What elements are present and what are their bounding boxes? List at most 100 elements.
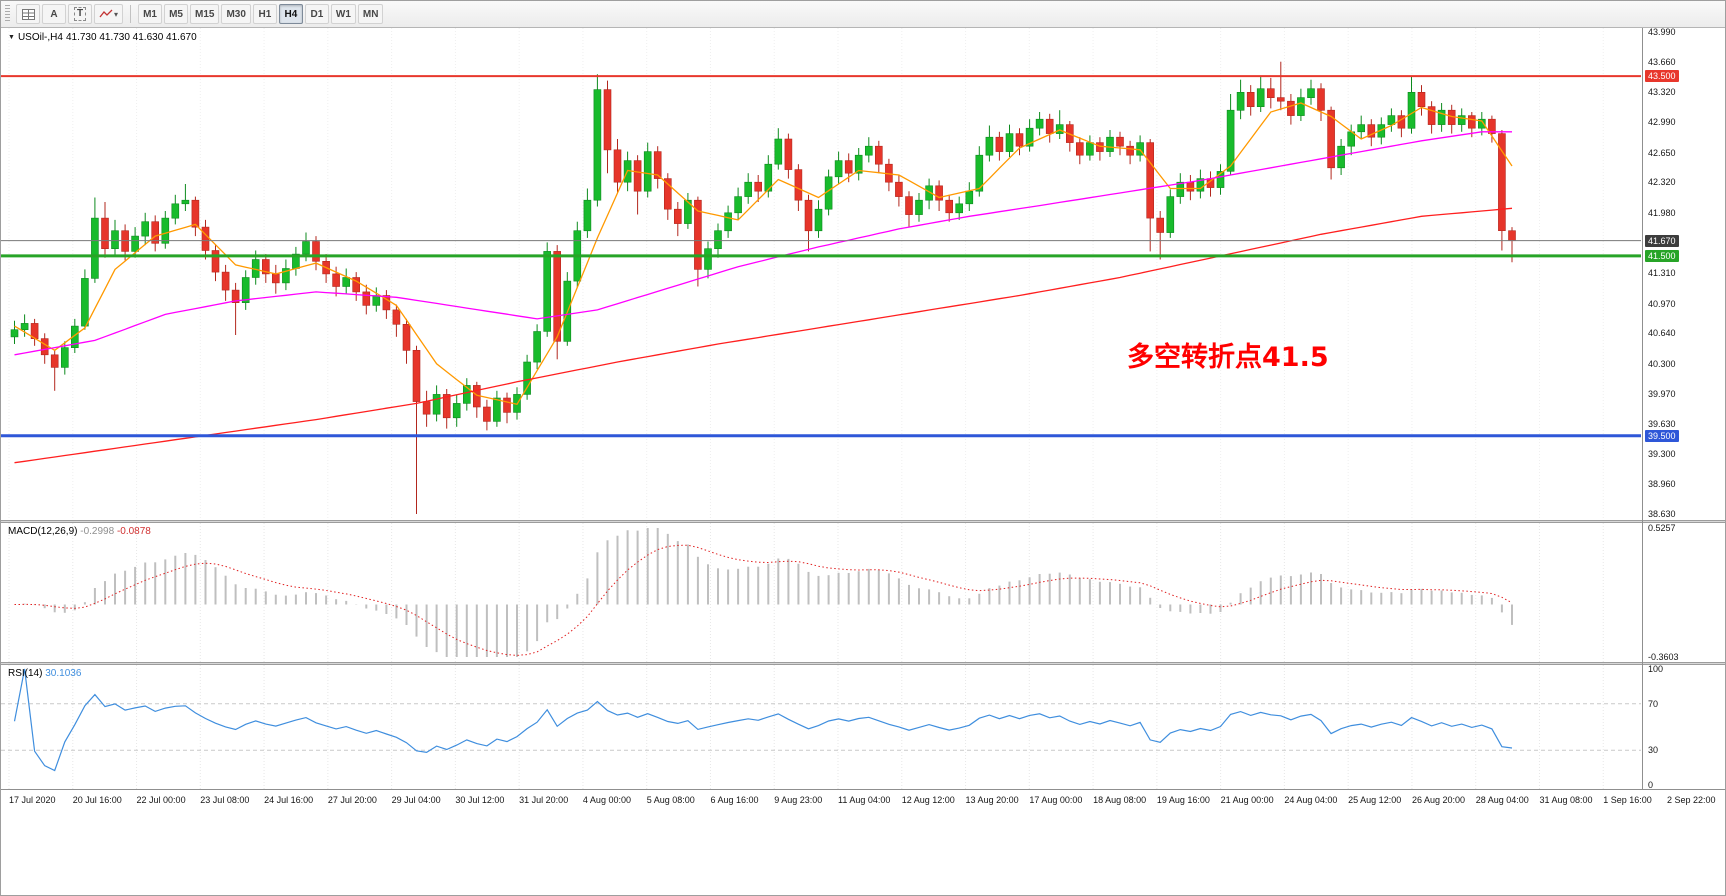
chart-annotation-text[interactable]: 多空转折点41.5 — [1127, 342, 1329, 373]
font-a-button[interactable]: A — [42, 4, 66, 24]
rsi-line — [13, 668, 1513, 772]
time-label: 1 Sep 16:00 — [1603, 795, 1652, 805]
price-tick: 39.630 — [1648, 419, 1676, 430]
vertical-gridlines — [8, 665, 1604, 789]
rsi-tick: 70 — [1648, 698, 1659, 709]
time-label: 24 Aug 04:00 — [1284, 795, 1338, 805]
panel-separator[interactable] — [1, 520, 1725, 523]
price-tick: 42.320 — [1648, 177, 1676, 188]
text-box-button[interactable]: T — [68, 4, 92, 24]
time-label: 2 Sep 22:00 — [1667, 795, 1716, 805]
price-tick: 40.640 — [1648, 328, 1676, 339]
rsi-indicator-label: RSI(14) 30.1036 — [8, 668, 81, 679]
time-label: 11 Aug 04:00 — [838, 795, 891, 805]
price-tick: 43.990 — [1648, 27, 1676, 37]
timeframe-mn-button[interactable]: MN — [357, 4, 384, 24]
price-level-tag: 41.500 — [1645, 249, 1679, 262]
rsi-tick: 0 — [1648, 780, 1654, 790]
macd-histogram — [23, 528, 1513, 657]
price-level-tag: 39.500 — [1645, 429, 1679, 442]
macd-main-value: -0.2998 — [80, 526, 115, 537]
toolbar: A T ▾ M1 M5 M15 M30 H1 H4 D1 W1 MN — [1, 1, 1725, 28]
timeframe-h1-button[interactable]: H1 — [252, 4, 277, 24]
macd-panel[interactable] — [1, 523, 1643, 662]
current-price-tag: 41.670 — [1645, 234, 1679, 247]
price-level-tag: 43.500 — [1645, 70, 1679, 83]
symbol-name: USOil-,H4 — [17, 32, 63, 43]
timeframe-d1-button[interactable]: D1 — [304, 4, 329, 24]
time-label: 24 Jul 16:00 — [264, 795, 314, 805]
time-label: 12 Aug 12:00 — [901, 795, 955, 805]
time-label: 31 Aug 08:00 — [1539, 795, 1593, 805]
price-axis[interactable]: 43.990 43.660 43.320 42.990 42.650 42.320 41.9… — [1643, 27, 1725, 790]
price-tick: 40.300 — [1648, 358, 1676, 369]
rsi-value: 30.1036 — [45, 668, 82, 679]
time-label: 28 Aug 04:00 — [1475, 795, 1529, 805]
vertical-gridlines — [8, 523, 1604, 662]
price-tick: 39.300 — [1648, 448, 1676, 459]
time-axis[interactable]: 17 Jul 2020 20 Jul 16:00 22 Jul 00:00 23 Ju… — [1, 789, 1725, 813]
time-label: 17 Jul 2020 — [9, 795, 56, 805]
timeframe-h4-button[interactable]: H4 — [278, 4, 303, 24]
timeframe-m5-button[interactable]: M5 — [164, 4, 189, 24]
time-label: 20 Jul 16:00 — [72, 795, 122, 805]
polyline-tool-button[interactable]: ▾ — [94, 4, 124, 24]
symbol-ohlc-label: ▼ USOil-,H4 41.730 41.730 41.630 41.670 — [8, 32, 200, 43]
ma-slow-line[interactable] — [14, 207, 1513, 464]
rsi-tick: 100 — [1648, 664, 1664, 674]
price-tick: 43.320 — [1648, 87, 1676, 98]
timeframe-m15-button[interactable]: M15 — [190, 4, 220, 24]
timeframe-m1-button[interactable]: M1 — [138, 4, 163, 24]
price-tick: 43.660 — [1648, 56, 1676, 67]
macd-tick: -0.3603 — [1648, 652, 1679, 662]
time-label: 9 Aug 23:00 — [774, 795, 823, 805]
time-label: 6 Aug 16:00 — [710, 795, 759, 805]
price-tick: 38.630 — [1648, 509, 1676, 519]
collapse-triangle-icon[interactable]: ▼ — [8, 34, 15, 41]
time-label: 31 Jul 20:00 — [519, 795, 569, 805]
ma-fast-line[interactable] — [14, 102, 1513, 406]
price-tick: 42.990 — [1648, 116, 1676, 127]
rsi-name: RSI(14) — [8, 668, 43, 679]
timeframe-w1-button[interactable]: W1 — [330, 4, 356, 24]
timeframe-m30-button[interactable]: M30 — [221, 4, 251, 24]
macd-signal-value: -0.0878 — [116, 526, 151, 537]
candlestick-series — [10, 61, 1516, 514]
time-label: 4 Aug 00:00 — [582, 795, 631, 805]
time-label: 27 Jul 20:00 — [327, 795, 377, 805]
ma-mid-line[interactable] — [14, 131, 1513, 356]
caret-down-icon: ▾ — [114, 9, 119, 19]
rsi-tick: 30 — [1648, 745, 1659, 756]
chart-grid-icon — [21, 8, 35, 20]
price-tick: 39.970 — [1648, 388, 1676, 399]
toolbar-grip[interactable] — [5, 5, 10, 23]
macd-tick: 0.5257 — [1648, 523, 1676, 533]
macd-name: MACD(12,26,9) — [8, 526, 78, 537]
price-tick: 40.970 — [1648, 298, 1676, 309]
polyline-tool-icon — [99, 9, 113, 18]
price-tick: 38.960 — [1648, 479, 1676, 490]
toolbar-separator — [130, 5, 132, 23]
vertical-gridlines — [8, 28, 1604, 520]
text-frame-icon: T — [73, 7, 87, 21]
time-label: 29 Jul 04:00 — [391, 795, 441, 805]
rsi-panel[interactable] — [1, 665, 1643, 789]
chart-grid-button[interactable] — [16, 4, 40, 24]
time-label: 21 Aug 00:00 — [1220, 795, 1274, 805]
price-axis-border — [1642, 28, 1643, 789]
time-label: 13 Aug 20:00 — [965, 795, 1019, 805]
time-label: 18 Aug 08:00 — [1093, 795, 1147, 805]
time-label: 5 Aug 08:00 — [646, 795, 695, 805]
time-label: 26 Aug 20:00 — [1411, 795, 1465, 805]
panel-separator[interactable] — [1, 662, 1725, 665]
macd-signal-line — [14, 544, 1513, 656]
time-label: 19 Aug 16:00 — [1156, 795, 1210, 805]
time-label: 17 Aug 00:00 — [1029, 795, 1083, 805]
ohlc-values: 41.730 41.730 41.630 41.670 — [65, 32, 197, 43]
macd-indicator-label: MACD(12,26,9) -0.2998 -0.0878 — [8, 526, 151, 537]
price-tick: 41.980 — [1648, 207, 1676, 218]
time-label: 23 Jul 08:00 — [200, 795, 250, 805]
main-chart-panel[interactable] — [1, 28, 1643, 520]
time-label: 25 Aug 12:00 — [1348, 795, 1402, 805]
